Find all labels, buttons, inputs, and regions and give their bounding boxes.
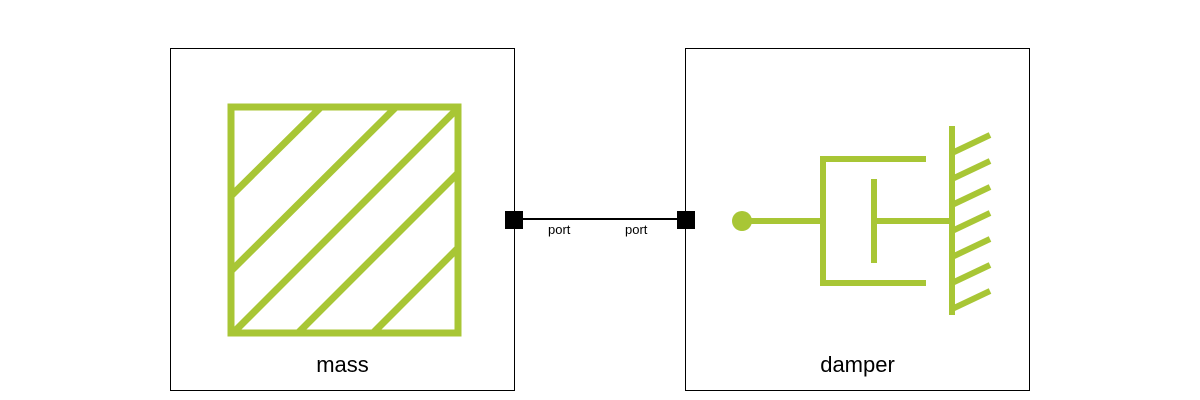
damper-port-label: port xyxy=(625,222,648,237)
damper-label: damper xyxy=(820,352,895,377)
hatched-mass-icon xyxy=(227,103,462,337)
port-connection-line[interactable] xyxy=(514,218,686,220)
mass-port[interactable] xyxy=(505,211,523,229)
damper-block[interactable]: damper xyxy=(685,48,1030,391)
mass-label: mass xyxy=(316,352,369,377)
damper-grounded-icon xyxy=(732,126,992,315)
damper-port[interactable] xyxy=(677,211,695,229)
mass-port-label: port xyxy=(548,222,571,237)
mass-block[interactable]: mass xyxy=(170,48,515,391)
